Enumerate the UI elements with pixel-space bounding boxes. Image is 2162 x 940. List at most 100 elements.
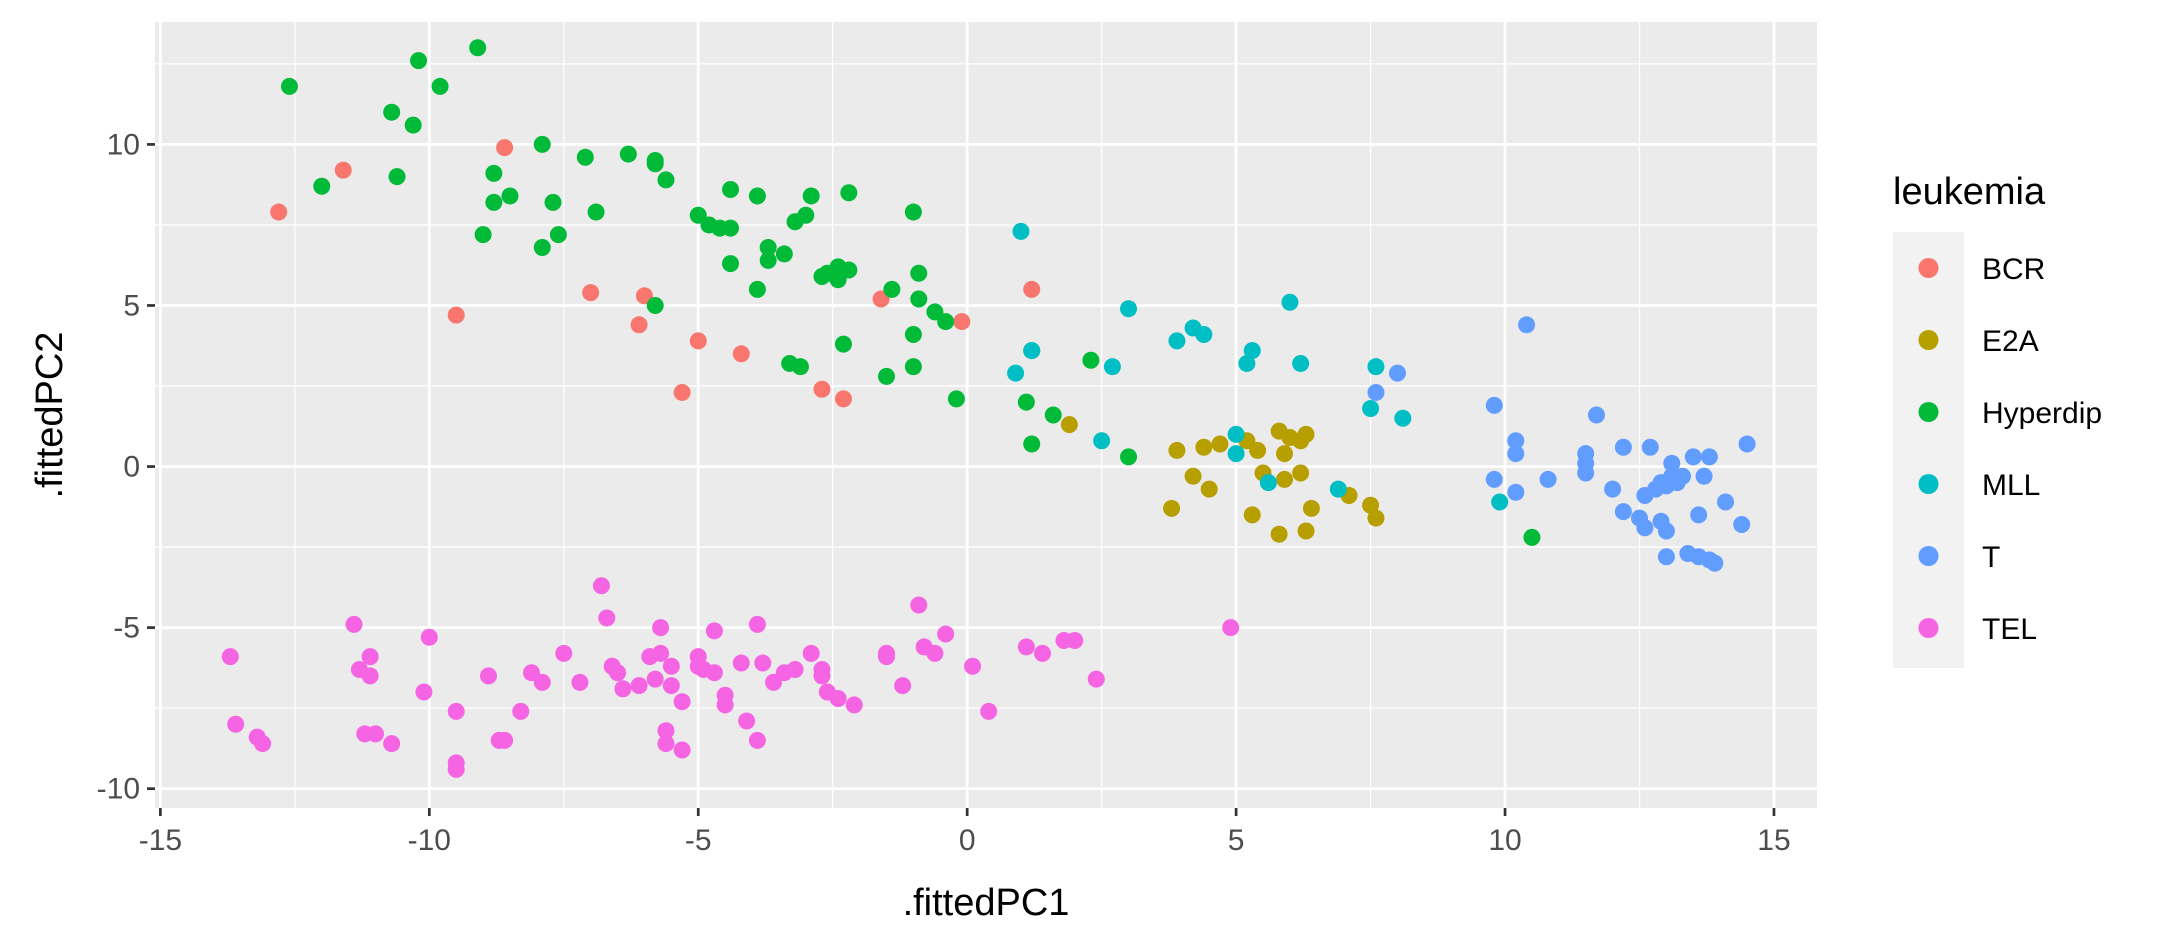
- major-gridlines: [155, 22, 1817, 808]
- point-e2a: [1168, 441, 1186, 459]
- point-tel: [345, 615, 363, 633]
- point-tel: [361, 648, 379, 666]
- point-e2a: [1276, 445, 1294, 463]
- series-bcr: [270, 139, 1041, 408]
- point-hyperdip: [657, 171, 675, 189]
- point-mll: [1238, 354, 1256, 372]
- point-mll: [1168, 332, 1186, 350]
- point-hyperdip: [576, 148, 594, 166]
- panel-background: [155, 22, 1817, 808]
- point-t: [1485, 396, 1503, 414]
- point-hyperdip: [280, 77, 298, 95]
- point-tel: [1033, 644, 1051, 662]
- point-tel: [926, 644, 944, 662]
- point-hyperdip: [410, 52, 428, 70]
- point-tel: [652, 619, 670, 637]
- point-hyperdip: [587, 203, 605, 221]
- point-t: [1641, 438, 1659, 456]
- legend-key-e2a: [1918, 330, 1939, 350]
- legend-items: BCR E2A Hyperdip MLL T TEL: [1918, 253, 2102, 646]
- point-t: [1733, 516, 1751, 534]
- point-mll: [1394, 409, 1412, 427]
- point-hyperdip: [904, 325, 922, 343]
- point-tel: [748, 731, 766, 749]
- point-hyperdip: [840, 261, 858, 279]
- point-tel: [657, 735, 675, 753]
- point-tel: [894, 677, 912, 695]
- point-e2a: [1297, 522, 1315, 540]
- point-tel: [738, 712, 756, 730]
- point-tel: [533, 673, 551, 691]
- point-tel: [786, 660, 804, 678]
- point-t: [1518, 316, 1536, 334]
- series-tel: [221, 577, 1240, 778]
- point-t: [1690, 506, 1708, 524]
- point-tel: [652, 644, 670, 662]
- point-tel: [614, 680, 632, 698]
- point-tel: [937, 625, 955, 643]
- x-tick-label: -15: [139, 824, 182, 857]
- point-tel: [705, 622, 723, 640]
- point-t: [1717, 493, 1735, 511]
- point-t: [1539, 470, 1557, 488]
- point-tel: [910, 596, 928, 614]
- point-t: [1388, 364, 1406, 382]
- point-tel: [571, 673, 589, 691]
- point-bcr: [447, 306, 465, 324]
- point-tel: [496, 731, 514, 749]
- x-tick-label: 5: [1228, 824, 1245, 857]
- point-hyperdip: [722, 181, 740, 199]
- point-e2a: [1362, 496, 1380, 514]
- point-tel: [447, 702, 465, 720]
- point-e2a: [1211, 435, 1229, 453]
- point-hyperdip: [533, 135, 551, 153]
- point-mll: [1281, 293, 1299, 311]
- point-t: [1706, 554, 1724, 572]
- point-e2a: [1367, 509, 1385, 527]
- point-tel: [732, 654, 750, 672]
- point-tel: [415, 683, 433, 701]
- point-tel: [646, 670, 664, 688]
- point-mll: [1491, 493, 1509, 511]
- point-tel: [813, 667, 831, 685]
- point-tel: [716, 696, 734, 714]
- point-e2a: [1276, 470, 1294, 488]
- point-hyperdip: [883, 280, 901, 298]
- point-mll: [1362, 400, 1380, 418]
- point-hyperdip: [802, 187, 820, 205]
- point-tel: [673, 741, 691, 759]
- point-t: [1614, 438, 1632, 456]
- y-axis-title: .fittedPC2: [29, 332, 71, 499]
- point-hyperdip: [1523, 528, 1541, 546]
- point-hyperdip: [834, 335, 852, 353]
- legend-key-hyperdip: [1918, 402, 1939, 422]
- legend-key-tel: [1918, 618, 1939, 638]
- y-tick-label: -10: [97, 773, 140, 806]
- point-e2a: [1060, 416, 1078, 434]
- point-t: [1657, 548, 1675, 566]
- legend-title: leukemia: [1893, 171, 2046, 213]
- axis-ticks: -15 -10 -5 0 5 10 15 -10 -5 0 5 10: [97, 128, 1791, 857]
- point-hyperdip: [722, 219, 740, 237]
- point-tel: [367, 725, 385, 743]
- point-tel: [420, 628, 438, 646]
- point-hyperdip: [748, 187, 766, 205]
- y-tick-label: -5: [113, 612, 140, 645]
- point-t: [1587, 406, 1605, 424]
- point-hyperdip: [404, 116, 422, 134]
- point-hyperdip: [904, 358, 922, 376]
- point-hyperdip: [544, 193, 562, 211]
- point-hyperdip: [1023, 435, 1041, 453]
- point-hyperdip: [469, 39, 487, 57]
- point-mll: [1023, 342, 1041, 360]
- point-tel: [592, 577, 610, 595]
- point-tel: [662, 677, 680, 695]
- point-hyperdip: [474, 226, 492, 244]
- point-tel: [221, 648, 239, 666]
- point-hyperdip: [313, 177, 331, 195]
- y-tick-label: 5: [123, 289, 140, 322]
- legend-key-t: [1918, 546, 1939, 566]
- point-hyperdip: [388, 168, 406, 186]
- point-tel: [598, 609, 616, 627]
